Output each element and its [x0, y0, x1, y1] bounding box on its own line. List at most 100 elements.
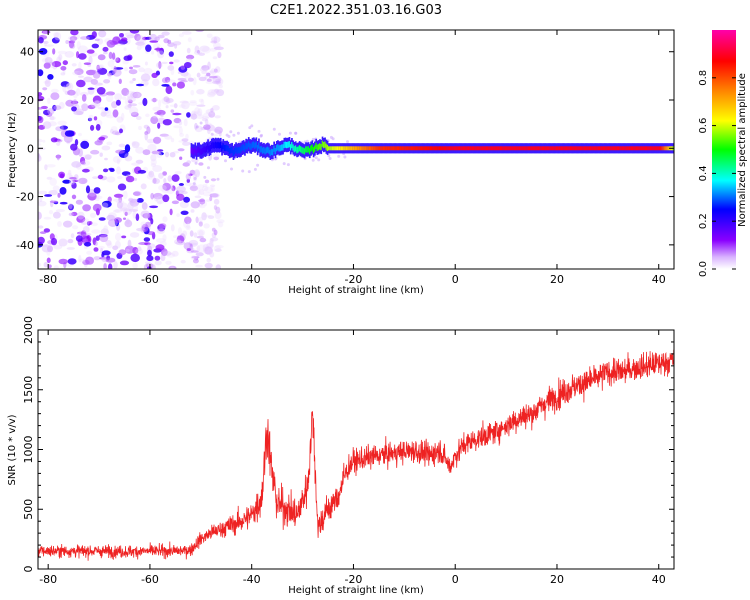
noise-blob [41, 244, 51, 248]
noise-blob [107, 72, 113, 77]
noise-blob [108, 51, 113, 60]
carrier-band-core [545, 146, 548, 151]
noise-blob [253, 167, 257, 171]
carrier-band-core [298, 145, 301, 152]
noise-blob [38, 111, 41, 116]
noise-blob [68, 40, 75, 49]
noise-blob [101, 145, 111, 151]
carrier-band-core [249, 143, 251, 150]
noise-blob [202, 46, 211, 54]
carrier-band-core [638, 146, 641, 151]
carrier-band-core [579, 146, 582, 151]
snr-y-axis-label: SNR (10 * v/v) [7, 414, 18, 485]
noise-blob [201, 65, 207, 69]
noise-blob [172, 41, 182, 46]
noise-blob [317, 158, 321, 162]
noise-blob [331, 137, 335, 141]
noise-blob [83, 62, 91, 65]
carrier-band-core [443, 146, 446, 151]
noise-blob [94, 38, 100, 42]
noise-blob [152, 177, 157, 184]
noise-blob [112, 109, 119, 118]
noise-blob [201, 118, 208, 122]
carrier-band-core [246, 143, 249, 150]
carrier-band-core [642, 146, 644, 151]
noise-blob [190, 209, 195, 213]
carrier-band-core [237, 146, 240, 154]
noise-blob [169, 152, 176, 158]
carrier-band-core [399, 146, 401, 151]
noise-blob [204, 246, 213, 255]
noise-blob [343, 155, 347, 159]
noise-blob [191, 158, 199, 163]
noise-blob [143, 67, 153, 75]
noise-blob [106, 242, 113, 249]
noise-blob [115, 232, 122, 242]
noise-blob [52, 185, 60, 191]
carrier-band-core [325, 143, 328, 150]
noise-blob [210, 40, 218, 44]
noise-blob [210, 184, 216, 188]
carrier-band-core [251, 141, 254, 149]
noise-blob [200, 98, 205, 107]
carrier-band-core [581, 146, 583, 151]
noise-blob [143, 237, 151, 242]
noise-blob [157, 50, 165, 59]
noise-blob [85, 185, 91, 194]
noise-blob [78, 75, 84, 78]
carrier-band-core [265, 147, 268, 154]
noise-blob [236, 131, 240, 135]
carrier-band-core [577, 146, 579, 151]
noise-blob [121, 87, 130, 96]
carrier-band-core [420, 146, 423, 151]
noise-blob [104, 157, 108, 161]
noise-blob [50, 88, 59, 93]
noise-blob [153, 136, 162, 144]
noise-blob [52, 48, 56, 55]
noise-blob [101, 200, 112, 208]
noise-blob [118, 143, 126, 148]
carrier-band-core [489, 146, 492, 151]
carrier-band-core [611, 146, 614, 151]
spectrogram-x-axis-label: Height of straight line (km) [288, 285, 424, 296]
noise-blob [62, 60, 68, 66]
noise-blob [241, 169, 245, 173]
carrier-band-core [539, 146, 541, 151]
noise-blob [128, 198, 139, 202]
carrier-band-core [476, 146, 479, 151]
carrier-band-core [423, 146, 426, 151]
noise-blob [110, 126, 118, 132]
noise-blob [210, 89, 221, 94]
noise-blob [156, 238, 166, 243]
noise-blob [169, 61, 174, 65]
carrier-band-core [315, 142, 317, 149]
carrier-band-core [428, 146, 431, 151]
carrier-band-core [585, 146, 587, 151]
spectrogram-y-tick-label: 0 [27, 142, 34, 155]
noise-blob [78, 148, 83, 157]
noise-blob [129, 198, 140, 207]
noise-blob [106, 176, 116, 183]
noise-blob [173, 103, 178, 109]
noise-blob [207, 215, 215, 220]
noise-blob [213, 46, 224, 51]
carrier-band-core [193, 148, 195, 155]
noise-blob [201, 116, 210, 120]
carrier-band-core [647, 146, 649, 151]
carrier-band-core [268, 147, 270, 154]
noise-blob [82, 226, 90, 233]
noise-blob [115, 99, 121, 106]
carrier-band-core [572, 146, 574, 151]
carrier-band-core [436, 146, 438, 151]
noise-blob [112, 130, 120, 135]
noise-blob [128, 209, 139, 212]
noise-blob [140, 221, 147, 227]
carrier-band-core [461, 146, 464, 151]
noise-blob [103, 51, 108, 55]
noise-blob [89, 212, 97, 218]
noise-blob [174, 239, 182, 245]
noise-blob [97, 54, 106, 61]
noise-blob [152, 97, 157, 103]
noise-blob [75, 108, 84, 116]
noise-blob [209, 193, 219, 198]
